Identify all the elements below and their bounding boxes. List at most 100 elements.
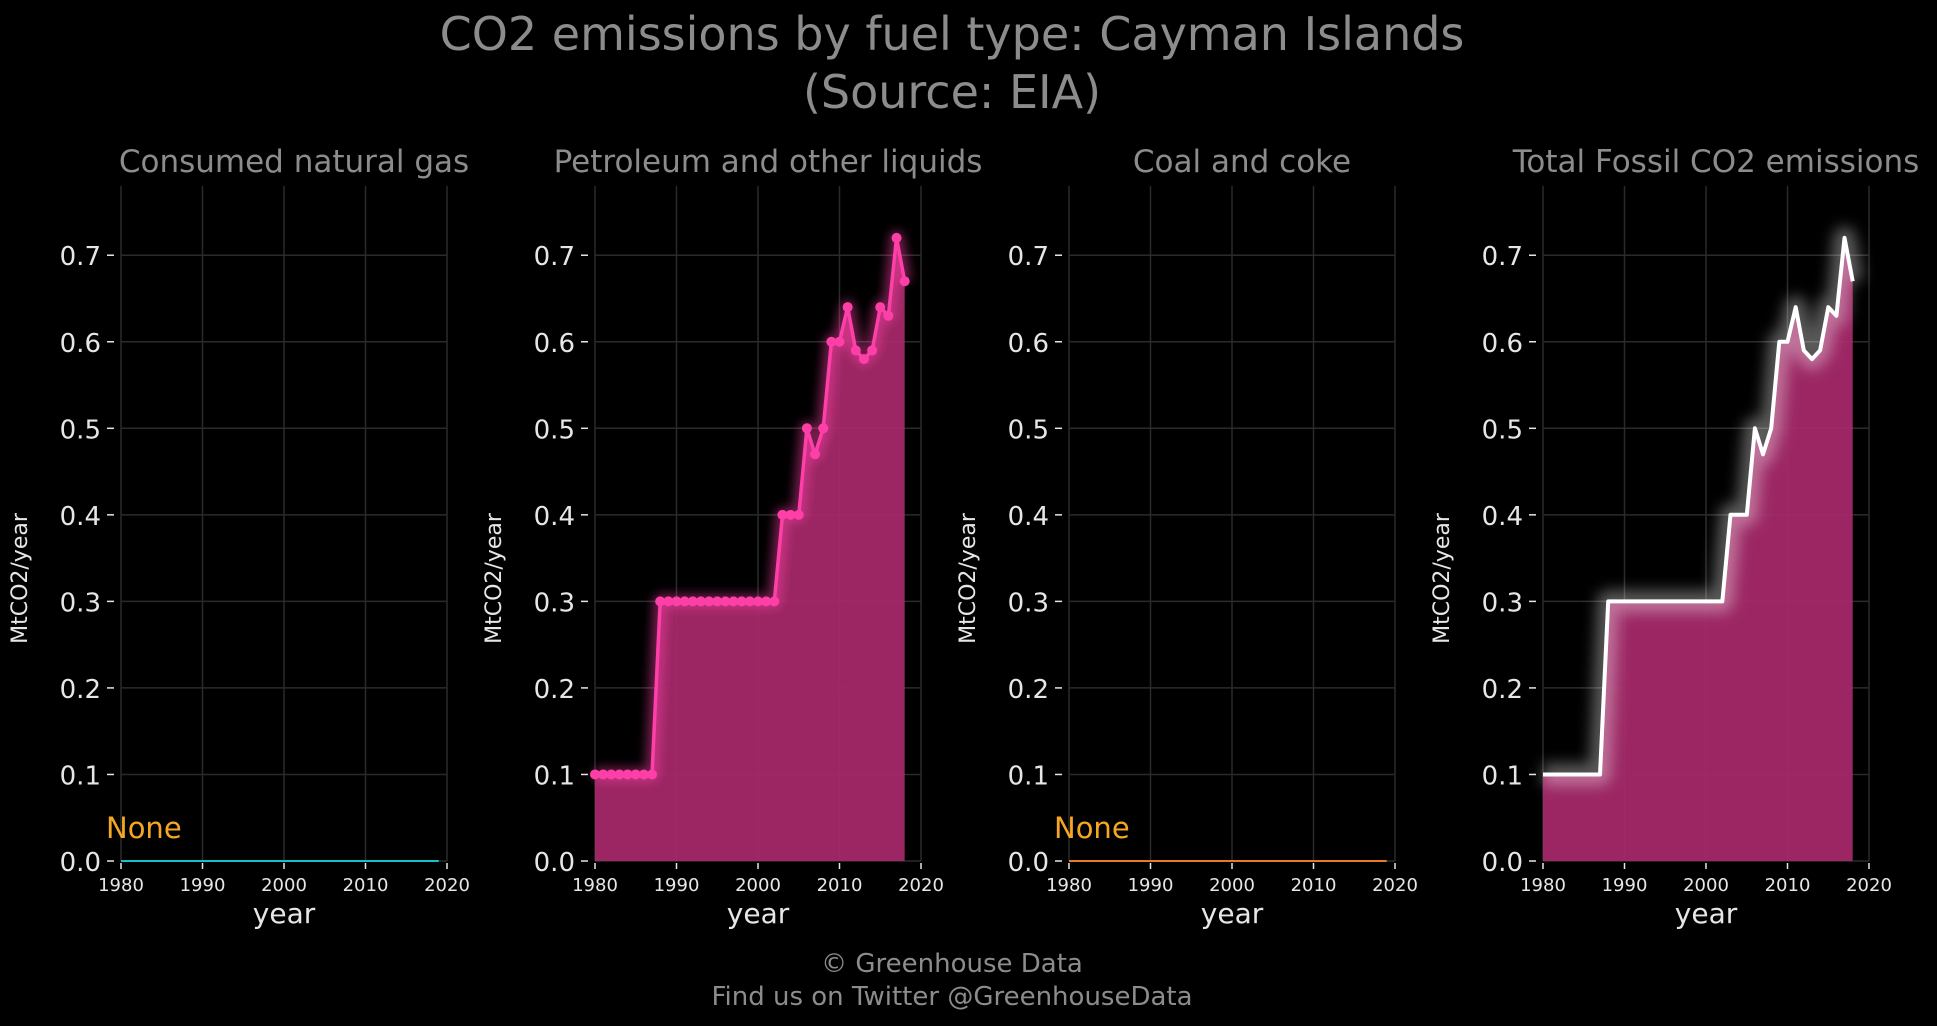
data-point — [622, 769, 633, 780]
y-tick-label: 0.6 — [1482, 329, 1523, 359]
y-tick-label: 0.3 — [534, 588, 575, 618]
data-point — [801, 423, 812, 434]
y-tick-label: 0.7 — [1008, 242, 1049, 272]
data-point — [663, 596, 674, 607]
data-point — [606, 769, 617, 780]
x-tick-label: 2000 — [261, 875, 307, 896]
panel-natural-gas: Consumed natural gas 0.0 0.1 0.2 0.3 0.4 0.5 0.… — [8, 144, 470, 930]
data-point — [590, 769, 600, 780]
y-tick-label: 0.1 — [534, 761, 575, 791]
x-tick-label: 1980 — [98, 875, 144, 896]
y-tick-label: 0.6 — [534, 329, 575, 359]
data-point — [834, 336, 845, 347]
x-tick-label: 2010 — [1765, 875, 1811, 896]
y-tick-label: 0.4 — [1482, 502, 1523, 532]
y-tick-label: 0.6 — [1008, 329, 1049, 359]
y-tick-label: 0.1 — [1008, 761, 1049, 791]
y-tick-label: 0.0 — [534, 848, 575, 878]
x-tick-label: 2010 — [343, 875, 389, 896]
x-tick-label: 1990 — [654, 875, 700, 896]
none-annotation: None — [1054, 811, 1130, 845]
x-tick-label: 2000 — [1209, 875, 1255, 896]
panel-coal: Coal and coke 0.0 0.1 0.2 0.3 0.4 0.5 0.6 0.7 198… — [956, 144, 1418, 930]
data-point — [630, 769, 641, 780]
y-tick-label: 0.1 — [60, 761, 101, 791]
x-tick-label: 1990 — [1128, 875, 1174, 896]
data-point — [614, 769, 625, 780]
x-tick-label: 2010 — [817, 875, 863, 896]
data-point — [761, 596, 772, 607]
data-point — [647, 769, 658, 780]
y-tick-label: 0.0 — [1008, 848, 1049, 878]
x-tick-label: 1990 — [180, 875, 226, 896]
data-point — [891, 232, 902, 243]
data-point — [769, 596, 780, 607]
y-tick-label: 0.7 — [60, 242, 101, 272]
data-point — [867, 345, 878, 356]
x-tick-label: 2000 — [1683, 875, 1729, 896]
y-tick-label: 0.7 — [534, 242, 575, 272]
footer-twitter: Find us on Twitter @GreenhouseData — [711, 982, 1192, 1012]
y-tick-label: 0.3 — [1008, 588, 1049, 618]
panel-title: Petroleum and other liquids — [554, 144, 983, 180]
x-axis-label: year — [253, 897, 316, 930]
data-point — [818, 423, 829, 434]
y-tick-label: 0.2 — [1008, 675, 1049, 705]
data-point — [744, 596, 755, 607]
y-tick-label: 0.2 — [534, 675, 575, 705]
data-point — [883, 310, 894, 321]
y-axis-label: MtCO2/year — [956, 512, 981, 644]
y-tick-label: 0.3 — [1482, 588, 1523, 618]
data-point — [753, 596, 763, 607]
data-point — [695, 596, 706, 607]
data-point — [850, 345, 861, 356]
data-point — [736, 596, 747, 607]
x-tick-label: 2020 — [1372, 875, 1418, 896]
x-tick-label: 1990 — [1602, 875, 1648, 896]
data-point — [777, 509, 788, 520]
data-point — [810, 449, 821, 460]
data-point — [785, 509, 796, 520]
data-point — [655, 596, 666, 607]
y-tick-label: 0.4 — [60, 502, 101, 532]
data-point — [712, 596, 723, 607]
x-axis-label: year — [1675, 897, 1738, 930]
x-axis-label: year — [727, 897, 790, 930]
data-point — [793, 509, 804, 520]
x-tick-label: 2010 — [1291, 875, 1337, 896]
y-tick-label: 0.0 — [60, 848, 101, 878]
data-point — [720, 596, 731, 607]
y-tick-label: 0.5 — [1482, 415, 1523, 445]
y-tick-label: 0.2 — [1482, 675, 1523, 705]
y-tick-label: 0.2 — [60, 675, 101, 705]
series-line — [1543, 235, 1855, 777]
x-tick-label: 2000 — [735, 875, 781, 896]
y-tick-label: 0.5 — [534, 415, 575, 445]
data-point — [679, 596, 690, 607]
none-annotation: None — [106, 811, 182, 845]
data-point — [704, 596, 715, 607]
y-tick-label: 0.0 — [1482, 848, 1523, 878]
data-point — [826, 336, 837, 347]
panel-title: Coal and coke — [1133, 144, 1351, 180]
chart-panels: Consumed natural gas 0.0 0.1 0.2 0.3 0.4 0.5 0.… — [8, 144, 1919, 930]
y-tick-label: 0.7 — [1482, 242, 1523, 272]
panel-petroleum: Petroleum and other liquids 0.0 0.1 0.2 0.3 0… — [482, 144, 982, 930]
footer-copyright: © Greenhouse Data — [821, 949, 1083, 979]
data-point — [687, 596, 698, 607]
panel-total: Total Fossil CO2 emissions 0.0 0.1 0.2 0.3 0.… — [1430, 144, 1919, 930]
y-tick-label: 0.4 — [534, 502, 575, 532]
y-axis-label: MtCO2/year — [8, 512, 33, 644]
x-tick-label: 2020 — [424, 875, 470, 896]
x-tick-label: 2020 — [1846, 875, 1892, 896]
data-point — [638, 769, 649, 780]
y-tick-label: 0.4 — [1008, 502, 1049, 532]
x-tick-label: 1980 — [572, 875, 618, 896]
y-tick-label: 0.6 — [60, 329, 101, 359]
y-tick-label: 0.5 — [60, 415, 101, 445]
x-tick-label: 1980 — [1046, 875, 1092, 896]
data-point — [842, 302, 853, 313]
data-point — [899, 276, 910, 287]
x-axis-label: year — [1201, 897, 1264, 930]
x-tick-label: 2020 — [898, 875, 944, 896]
